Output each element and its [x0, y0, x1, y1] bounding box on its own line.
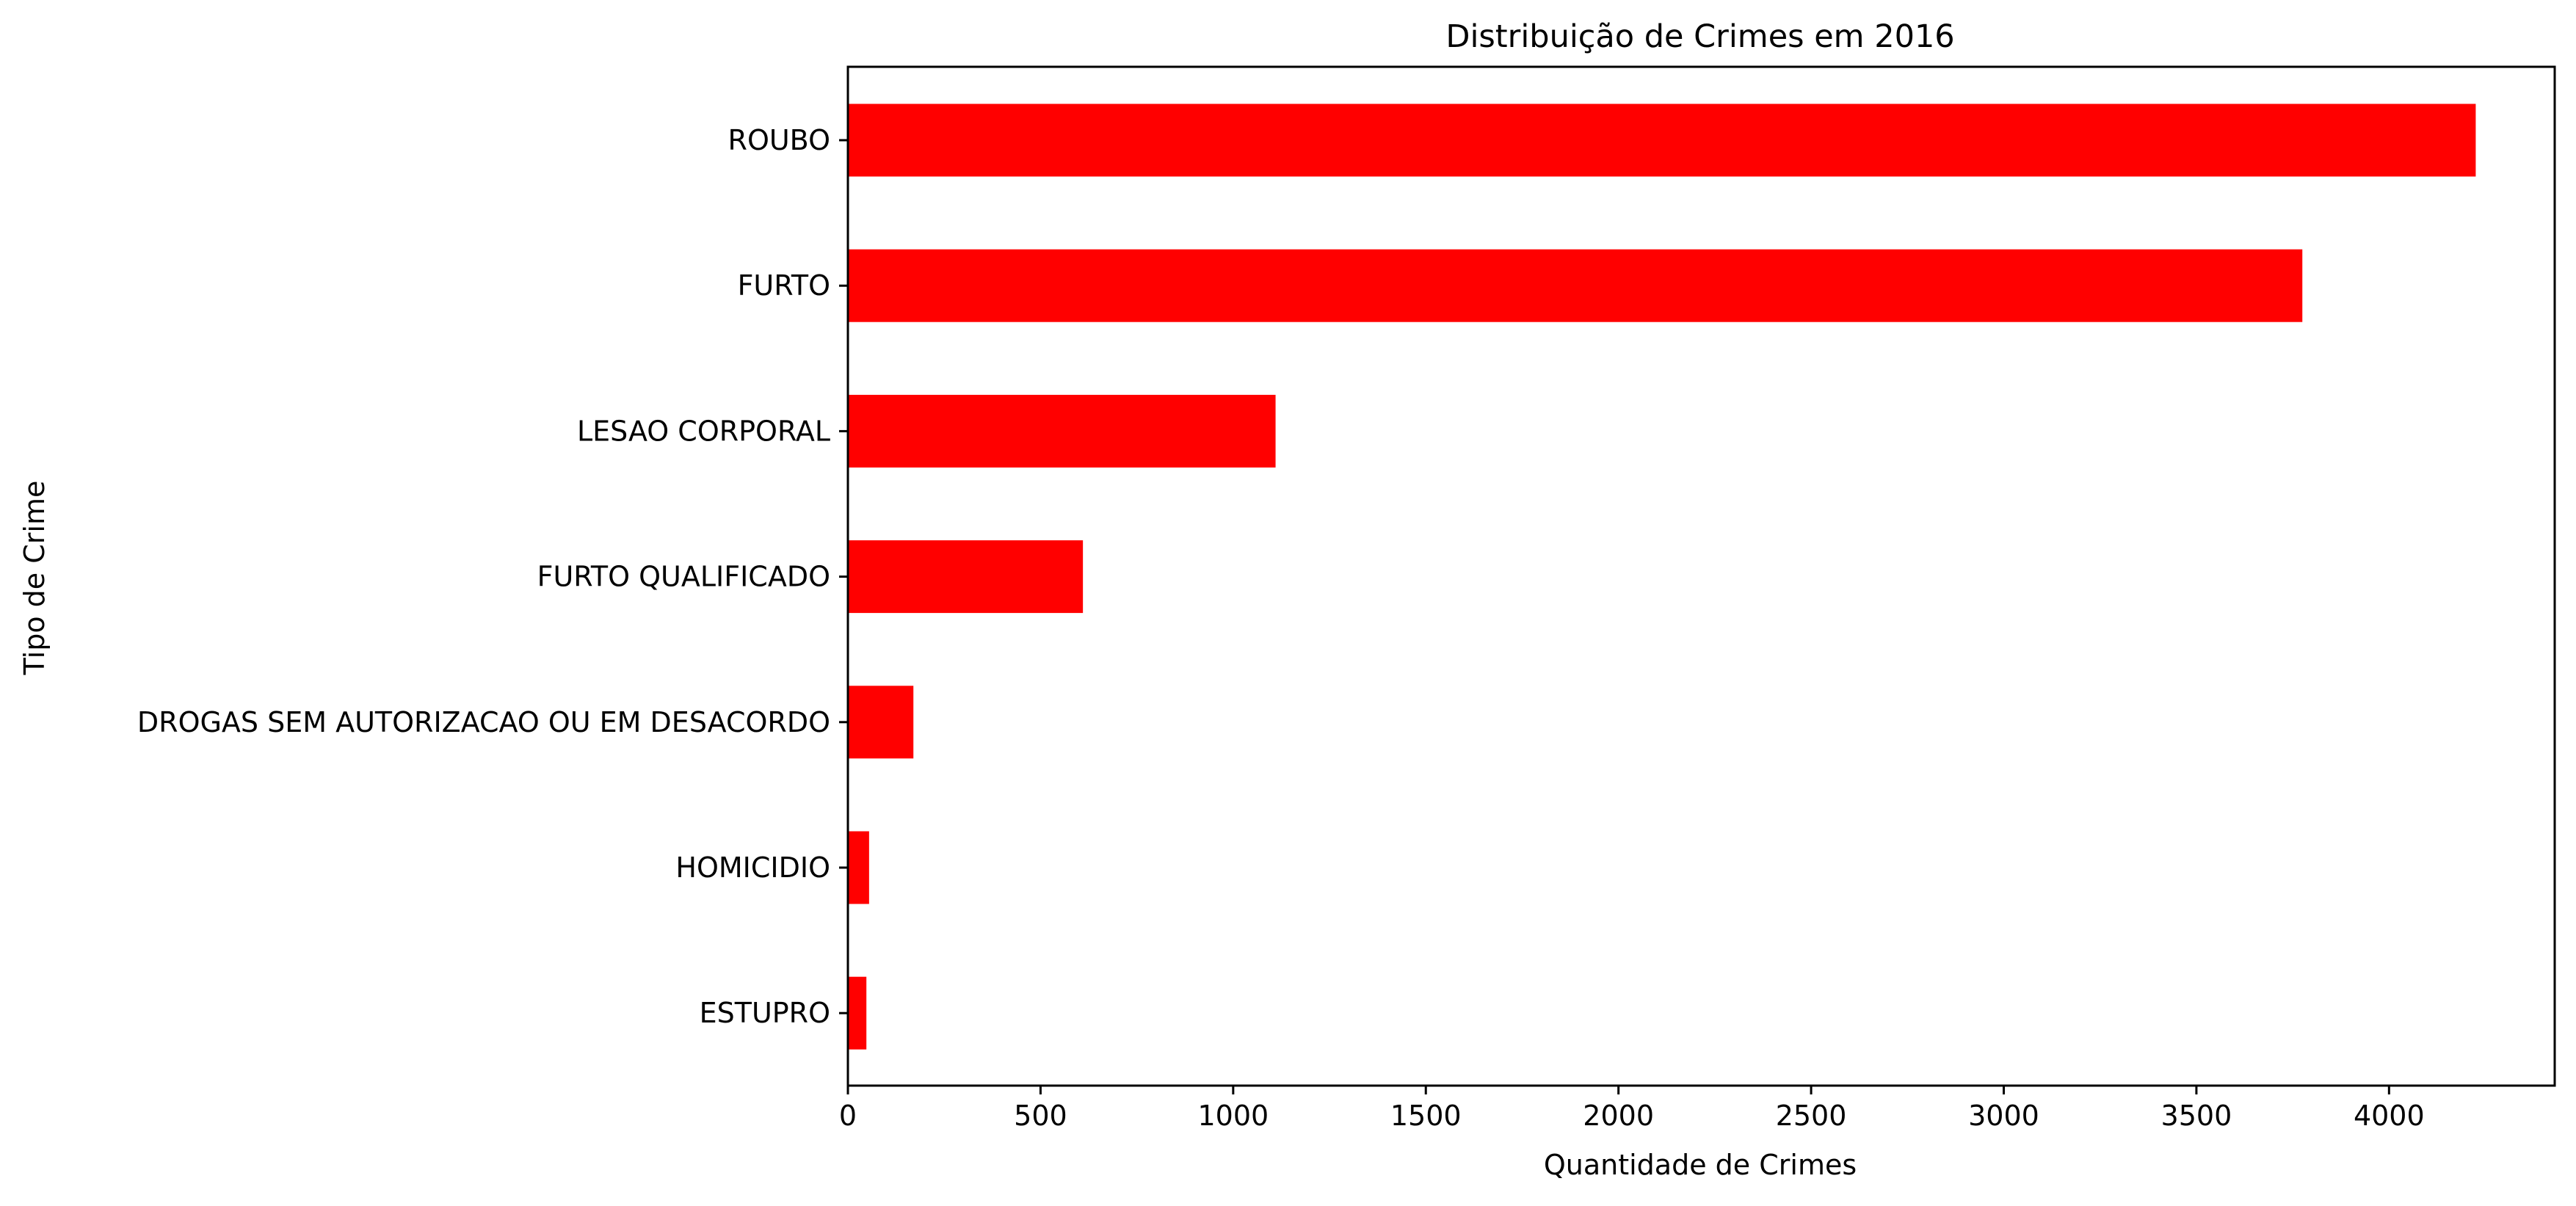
- x-tick-label: 1500: [1390, 1100, 1462, 1132]
- x-axis-label: Quantidade de Crimes: [1544, 1149, 1857, 1181]
- bar: [848, 103, 2476, 177]
- bar: [848, 976, 867, 1050]
- bar: [848, 686, 914, 759]
- x-tick-label: 3500: [2161, 1100, 2232, 1132]
- y-tick-label: LESAO CORPORAL: [577, 415, 830, 447]
- bar: [848, 831, 869, 904]
- y-tick-label: ESTUPRO: [700, 997, 830, 1029]
- bar: [848, 540, 1084, 614]
- x-tick-label: 3000: [1968, 1100, 2039, 1132]
- axes-frame: [846, 65, 2556, 1087]
- y-tick-label: HOMICIDIO: [675, 851, 830, 884]
- x-tick-label: 0: [839, 1100, 857, 1132]
- y-axis-label: Tipo de Crime: [18, 481, 51, 676]
- x-tick-label: 4000: [2354, 1100, 2425, 1132]
- x-tick-label: 1000: [1197, 1100, 1269, 1132]
- bar: [848, 249, 2303, 322]
- y-tick-label: DROGAS SEM AUTORIZACAO OU EM DESACORDO: [137, 706, 830, 738]
- y-tick-label: ROUBO: [728, 124, 830, 156]
- chart-title: Distribuição de Crimes em 2016: [1445, 18, 1954, 55]
- x-tick-label: 2500: [1776, 1100, 1847, 1132]
- bar: [848, 394, 1276, 468]
- x-tick-label: 2000: [1583, 1100, 1654, 1132]
- y-tick-label: FURTO: [738, 269, 830, 302]
- y-tick-label: FURTO QUALIFICADO: [537, 561, 830, 593]
- plot-area: ROUBO FURTO LESAO CORPORAL FURTO QUALIFICAD…: [137, 103, 2476, 1132]
- x-tick-label: 500: [1014, 1100, 1067, 1132]
